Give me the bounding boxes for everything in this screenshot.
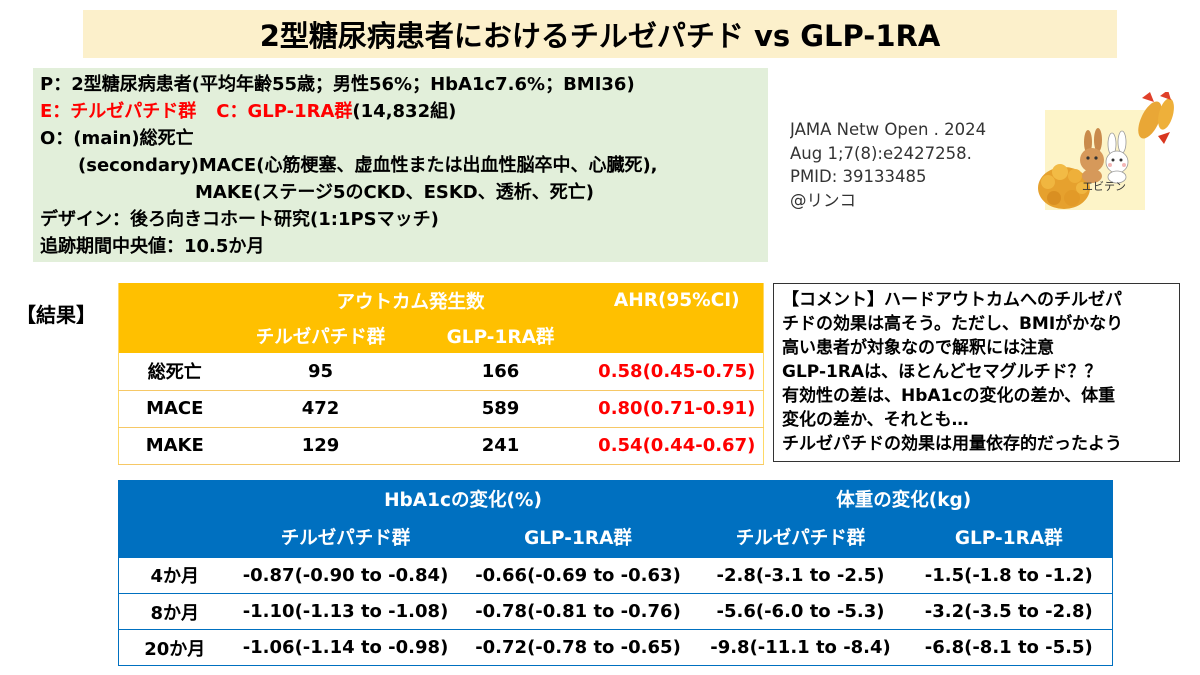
- weight-glp1ra-value: -3.2(-3.5 to -2.8): [924, 601, 1093, 622]
- table-row: MACE 472 589 0.80(0.71-0.91): [118, 390, 764, 427]
- table-row: 総死亡 95 166 0.58(0.45-0.75): [118, 353, 764, 390]
- fried-shrimp-icon: [1038, 164, 1090, 209]
- header-empty-cell: [118, 283, 231, 318]
- row-label: 総死亡: [147, 362, 202, 384]
- citation-journal: JAMA Netw Open . 2024: [790, 120, 987, 139]
- header-hba1c-change: HbA1cの変化(%): [230, 480, 696, 517]
- pico-followup: 追跡期間中央値：10.5か月: [40, 236, 265, 257]
- pico-exposure: E：チルゼパチド群: [40, 101, 197, 122]
- glp1ra-count: 166: [481, 360, 520, 382]
- comment-line: チルゼパチドの効果は用量依存的だったよう: [782, 434, 1122, 454]
- comment-line: 変化の差か、それとも…: [782, 410, 969, 430]
- ahr-value: 0.54(0.44-0.67): [598, 435, 756, 456]
- pico-comparison: C：GLP-1RA群: [216, 101, 353, 122]
- header-empty-cell: [118, 318, 231, 353]
- header-empty-cell: [590, 318, 764, 353]
- comment-line: GLP-1RAは、ほとんどセマグルチド？？: [782, 362, 1102, 382]
- hba1c-glp1ra-value: -0.72(-0.78 to -0.65): [475, 637, 681, 658]
- table-row: MAKE 129 241 0.54(0.44-0.67): [118, 427, 764, 464]
- pico-pairs: (14,832組): [352, 101, 457, 122]
- header-empty-cell: [118, 480, 231, 517]
- header-hba1c-glp1ra: GLP-1RA群: [460, 516, 696, 558]
- header-ahr: AHR(95%CI): [590, 283, 764, 318]
- citation-block: JAMA Netw Open . 2024 Aug 1;7(8):e242725…: [790, 118, 1020, 212]
- header-outcome-count: アウトカム発生数: [230, 283, 591, 318]
- weight-tirzepatide-value: -5.6(-6.0 to -5.3): [716, 601, 885, 622]
- tirzepatide-count: 129: [301, 435, 340, 456]
- row-label: 4か月: [150, 566, 200, 588]
- header-empty-cell: [118, 516, 231, 558]
- glp1ra-count: 241: [481, 435, 520, 456]
- hba1c-tirzepatide-value: -1.10(-1.13 to -1.08): [242, 601, 449, 622]
- header-weight-glp1ra: GLP-1RA群: [905, 516, 1113, 558]
- hba1c-glp1ra-value: -0.78(-0.81 to -0.76): [475, 601, 681, 622]
- header-hba1c-tirzepatide: チルゼパチド群: [230, 516, 461, 558]
- row-label: 8か月: [150, 602, 200, 624]
- citation-author: @リンコ: [790, 190, 856, 210]
- hba1c-tirzepatide-value: -1.06(-1.14 to -0.98): [242, 637, 449, 658]
- comment-box: 【コメント】ハードアウトカムへのチルゼパ チドの効果は高そう。ただし、BMIがか…: [773, 283, 1180, 462]
- weight-tirzepatide-value: -9.8(-11.1 to -8.4): [710, 637, 891, 658]
- comment-line: 有効性の差は、HbA1cの変化の差か、体重: [782, 386, 1116, 406]
- table-row: 8か月 -1.10(-1.13 to -1.08) -0.78(-0.81 to…: [118, 594, 1113, 630]
- shrimp-tail-icon: [1138, 92, 1174, 144]
- tirzepatide-count: 95: [307, 360, 334, 382]
- header-tirzepatide: チルゼパチド群: [230, 318, 411, 353]
- slide-title: 2型糖尿病患者におけるチルゼパチド vs GLP-1RA: [83, 10, 1117, 58]
- table-subheader-row: チルゼパチド群 GLP-1RA群: [118, 318, 764, 353]
- comment-line: 高い患者が対象なので解釈には注意: [782, 338, 1054, 358]
- rabbit-brown-icon: [1080, 128, 1104, 183]
- ahr-value: 0.58(0.45-0.75): [598, 360, 756, 382]
- pico-summary-box: P：2型糖尿病患者(平均年齢55歳；男性56%；HbA1c7.6%；BMI36)…: [33, 68, 768, 262]
- rabbit-white-icon: [1105, 130, 1129, 184]
- table-header-row: アウトカム発生数 AHR(95%CI): [118, 283, 764, 318]
- citation-pmid: PMID: 39133485: [790, 167, 927, 186]
- ahr-value: 0.80(0.71-0.91): [598, 398, 756, 419]
- row-label: MACE: [146, 398, 204, 419]
- header-weight-change: 体重の変化(kg): [695, 480, 1113, 517]
- pico-outcome-make: MAKE(ステージ5のCKD、ESKD、透析、死亡): [195, 182, 594, 203]
- ebiten-logo: エビテン: [1038, 92, 1174, 210]
- hba1c-glp1ra-value: -0.66(-0.69 to -0.63): [475, 564, 681, 586]
- results-heading: 【結果】: [16, 303, 96, 327]
- table-row: 20か月 -1.06(-1.14 to -0.98) -0.72(-0.78 t…: [118, 630, 1113, 666]
- table-header-row: HbA1cの変化(%) 体重の変化(kg): [118, 480, 1113, 517]
- header-weight-tirzepatide: チルゼパチド群: [695, 516, 906, 558]
- comment-line: 【コメント】ハードアウトカムへのチルゼパ: [782, 290, 1122, 310]
- slide-title-text: 2型糖尿病患者におけるチルゼパチド vs GLP-1RA: [259, 19, 941, 53]
- comment-line: チドの効果は高そう。ただし、BMIがかなり: [782, 314, 1124, 334]
- logo-label: エビテン: [1082, 180, 1126, 193]
- pico-population: P：2型糖尿病患者(平均年齢55歳；男性56%；HbA1c7.6%；BMI36): [40, 74, 635, 95]
- outcome-results-table: アウトカム発生数 AHR(95%CI) チルゼパチド群 GLP-1RA群 総死亡…: [118, 283, 765, 465]
- pico-exposure-comparison: E：チルゼパチド群 C：GLP-1RA群(14,832組): [40, 98, 762, 125]
- citation-issue: Aug 1;7(8):e2427258.: [790, 143, 972, 163]
- weight-glp1ra-value: -6.8(-8.1 to -5.5): [924, 637, 1093, 658]
- hba1c-tirzepatide-value: -0.87(-0.90 to -0.84): [242, 564, 449, 586]
- pico-design: デザイン：後ろ向きコホート研究(1:1PSマッチ): [40, 209, 439, 230]
- table-row: 4か月 -0.87(-0.90 to -0.84) -0.66(-0.69 to…: [118, 558, 1113, 594]
- pico-outcome-secondary: (secondary)MACE(心筋梗塞、虚血性または出血性脳卒中、心臓死),: [78, 155, 658, 176]
- glp1ra-count: 589: [481, 398, 520, 419]
- row-label: 20か月: [144, 638, 206, 660]
- header-glp1ra: GLP-1RA群: [410, 318, 591, 353]
- weight-tirzepatide-value: -2.8(-3.1 to -2.5): [716, 564, 885, 586]
- row-label: MAKE: [145, 435, 204, 456]
- pico-outcome-main: O：(main)総死亡: [40, 128, 194, 149]
- weight-glp1ra-value: -1.5(-1.8 to -1.2): [924, 564, 1093, 586]
- table-subheader-row: チルゼパチド群 GLP-1RA群 チルゼパチド群 GLP-1RA群: [118, 516, 1113, 558]
- tirzepatide-count: 472: [301, 398, 340, 419]
- hba1c-weight-change-table: HbA1cの変化(%) 体重の変化(kg) チルゼパチド群 GLP-1RA群 チ…: [118, 480, 1113, 666]
